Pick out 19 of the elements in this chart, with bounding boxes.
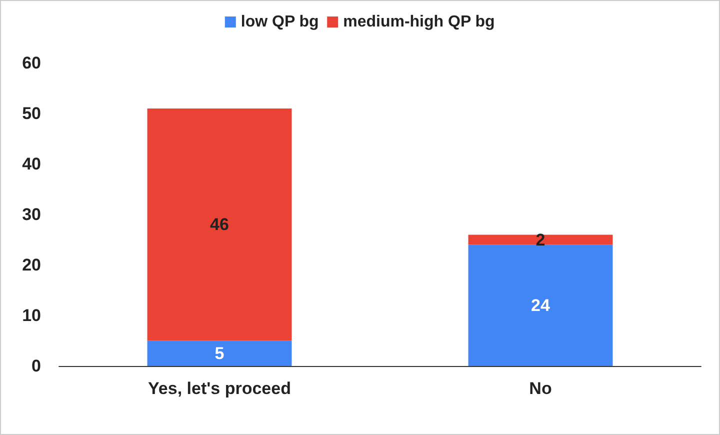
x-tick-label: No [529, 379, 552, 398]
data-label: 24 [531, 296, 550, 315]
y-tick-label: 60 [22, 54, 41, 72]
y-tick-label: 40 [22, 154, 41, 174]
data-label: 46 [210, 215, 229, 234]
y-tick-label: 20 [22, 256, 41, 274]
data-label: 2 [536, 230, 546, 250]
y-tick-label: 30 [22, 205, 41, 224]
bar [147, 340, 292, 366]
bar [468, 234, 613, 245]
legend-label: low QP bg [240, 14, 319, 30]
data-label: 5 [214, 344, 224, 363]
y-tick-label: 50 [22, 104, 41, 123]
legend-label: medium-high QP bg [343, 14, 495, 30]
bar [147, 108, 292, 341]
y-tick-label: 0 [32, 356, 41, 376]
y-tick-label: 10 [22, 306, 41, 325]
x-tick-label: Yes, let's proceed [148, 379, 291, 398]
bar [468, 244, 613, 366]
